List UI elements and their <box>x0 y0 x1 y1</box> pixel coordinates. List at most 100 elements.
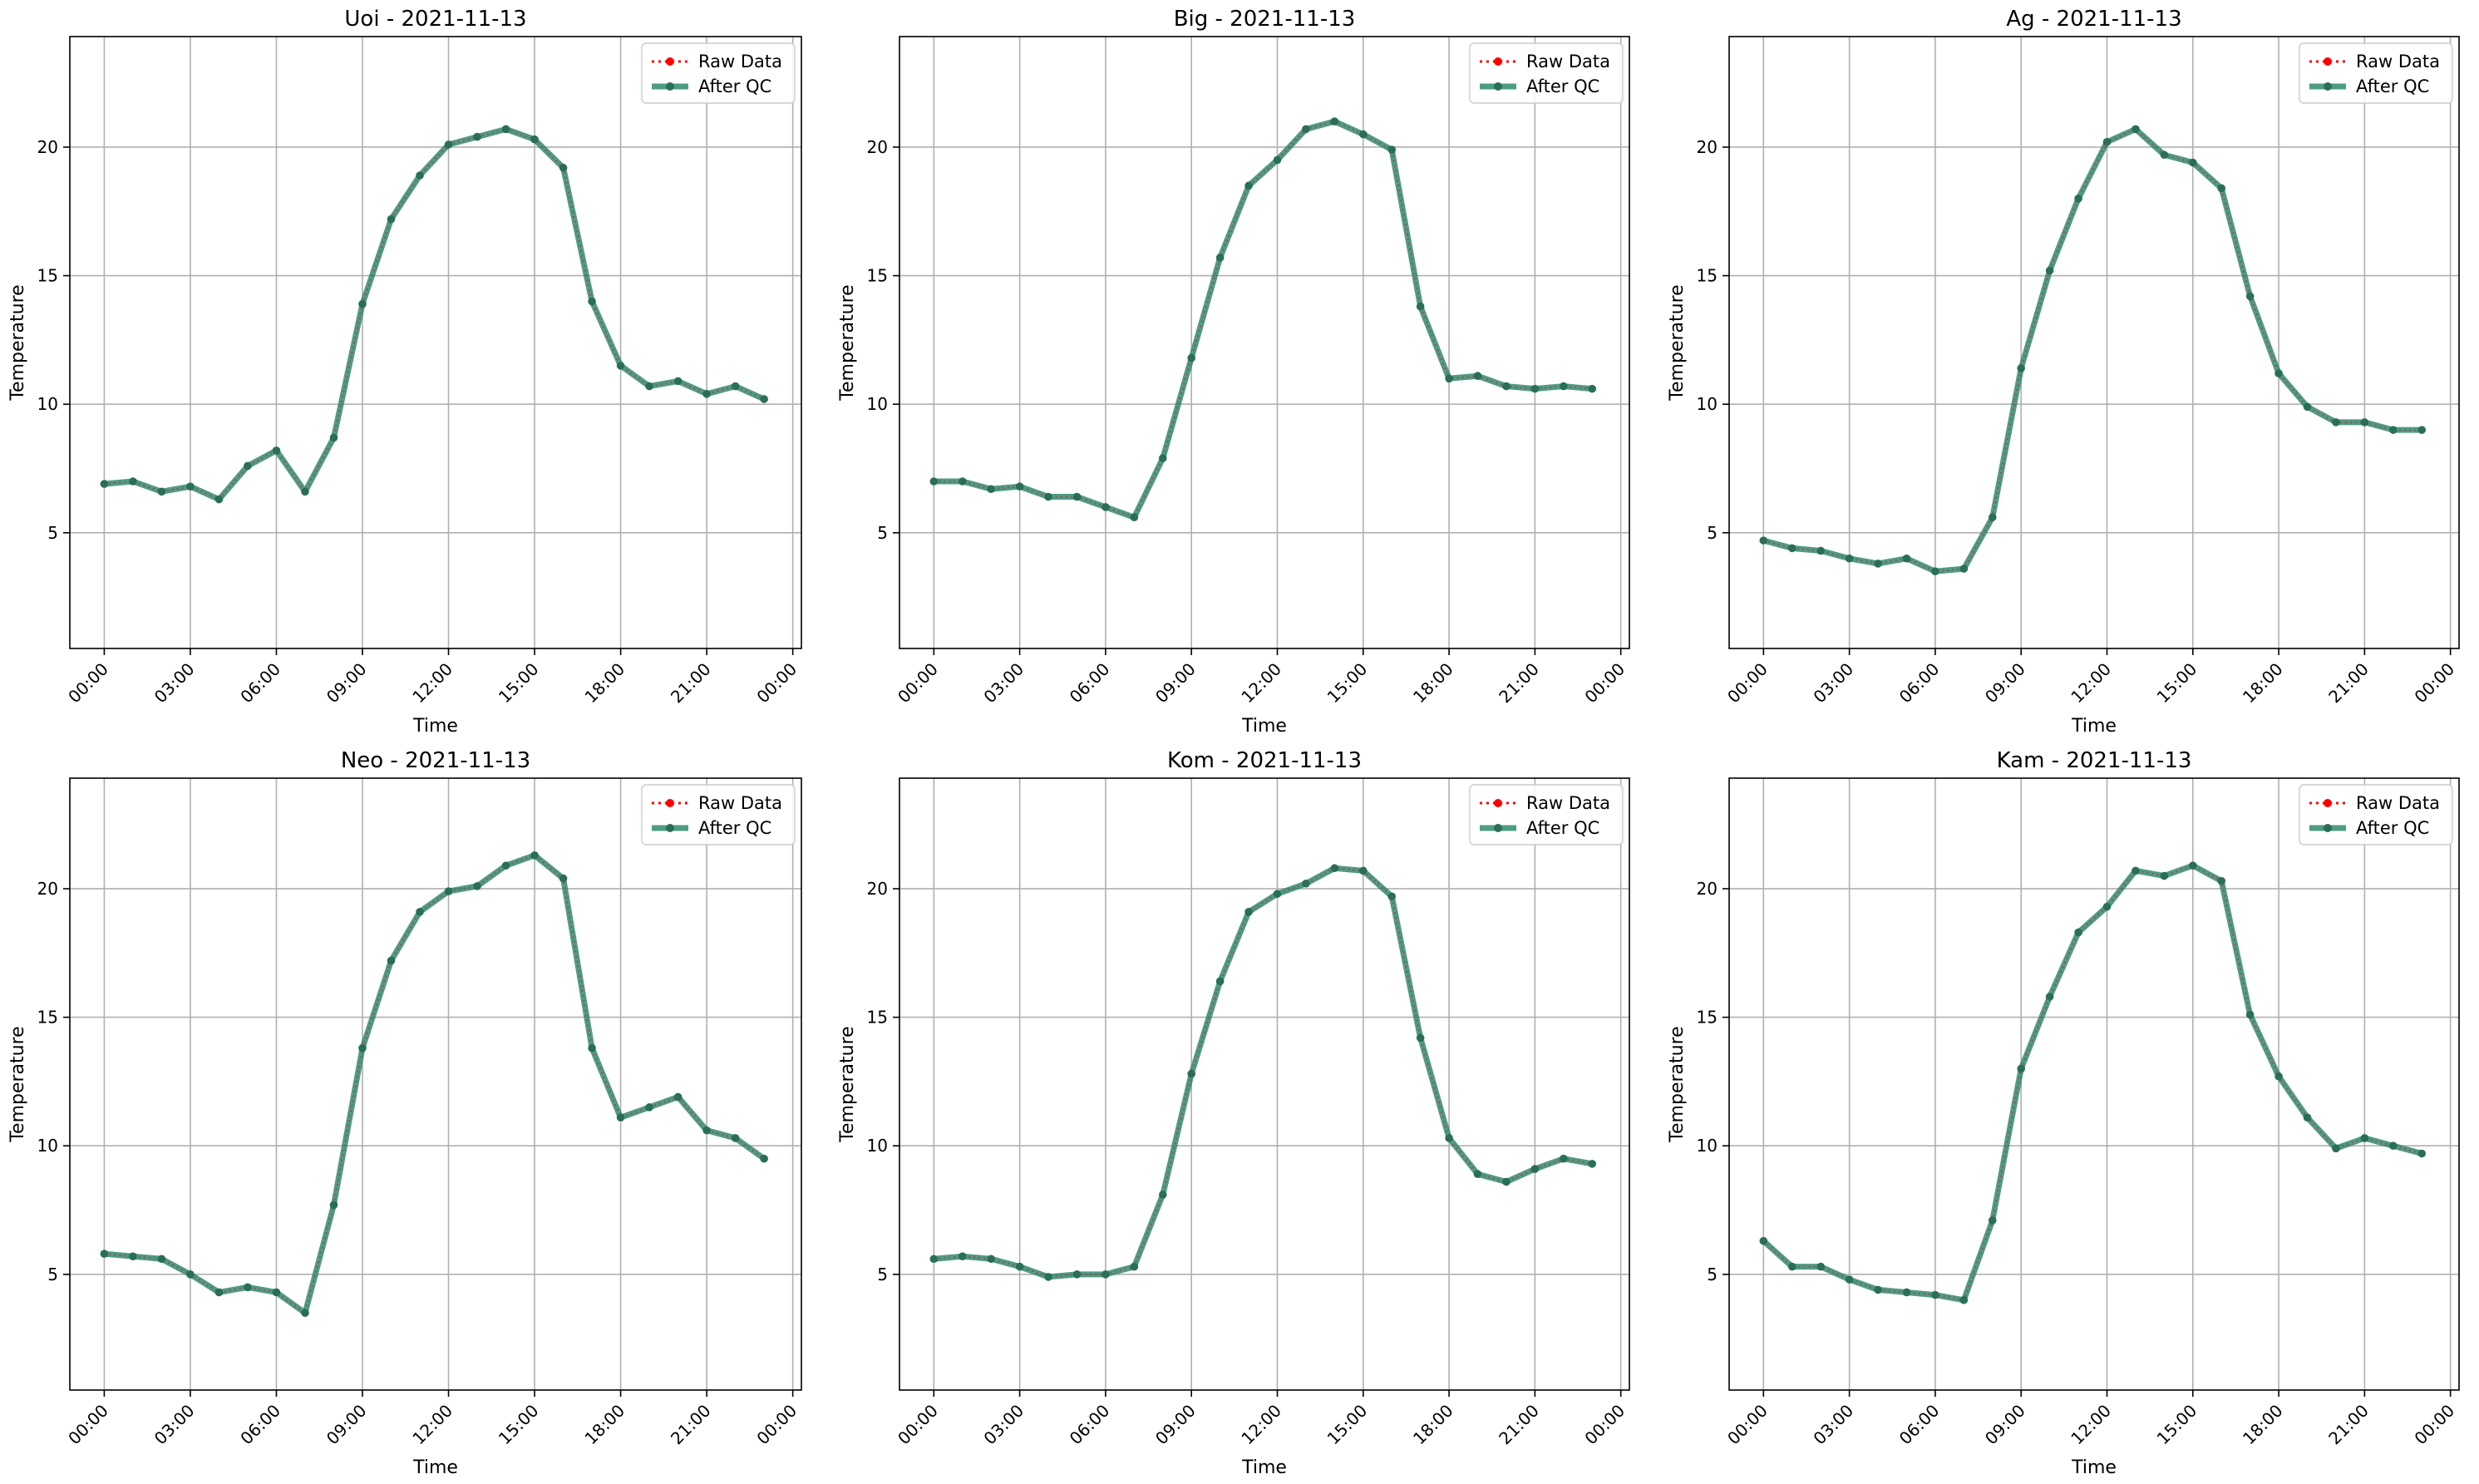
x-tick-label: 12:00 <box>408 659 456 707</box>
data-point-after-qc <box>214 495 224 504</box>
x-tick-label: 12:00 <box>2067 1401 2115 1449</box>
ticks: 00:00 03:00 06:00 09:00 12:00 15:00 18:00 21:00… <box>867 879 1629 1448</box>
data-point-after-qc <box>1816 546 1825 555</box>
grid <box>1729 778 2459 1390</box>
data-point-after-qc <box>1130 513 1139 522</box>
x-tick-label: 12:00 <box>2067 659 2115 707</box>
series-after-qc-line <box>930 865 1595 1280</box>
x-axis-label: Time <box>412 716 458 737</box>
x-tick-label: 00:00 <box>2410 659 2458 707</box>
series-raw-data-line <box>104 128 765 500</box>
data-point-after-qc <box>1187 1069 1195 1078</box>
data-point-after-qc <box>473 132 481 141</box>
data-point-after-qc <box>673 377 683 386</box>
data-point-after-qc <box>1588 384 1597 393</box>
data-point-after-qc <box>929 1255 939 1264</box>
data-point-after-qc <box>100 1250 109 1258</box>
data-point-after-qc <box>2389 1141 2398 1151</box>
data-point-after-qc <box>2332 1144 2340 1153</box>
data-point-after-qc <box>1358 130 1368 139</box>
legend-label-raw: Raw Data <box>698 52 782 71</box>
subplot-title: Uoi - 2021-11-13 <box>344 7 526 32</box>
data-point-after-qc <box>2160 150 2169 160</box>
legend-qc-marker <box>666 824 674 832</box>
data-point-after-qc <box>1416 1033 1425 1043</box>
data-point-after-qc <box>1759 1236 1768 1245</box>
data-point-after-qc <box>1959 565 1969 573</box>
data-point-after-qc <box>1845 554 1854 563</box>
legend: Raw Data After QC <box>641 42 796 104</box>
data-point-after-qc <box>2188 861 2197 870</box>
x-tick-label: 06:00 <box>236 659 284 707</box>
y-tick-label: 20 <box>1697 137 1718 157</box>
data-point-after-qc <box>588 1043 596 1053</box>
y-tick-label: 5 <box>877 523 888 543</box>
x-axis-label: Time <box>412 1457 458 1478</box>
data-point-after-qc <box>958 1252 967 1260</box>
data-point-after-qc <box>2017 1064 2025 1073</box>
y-tick-label: 10 <box>1697 394 1718 414</box>
x-tick-label: 09:00 <box>1151 659 1200 707</box>
data-point-after-qc <box>358 1043 367 1053</box>
data-point-after-qc <box>1988 1216 1997 1225</box>
data-point-after-qc <box>1845 1275 1854 1284</box>
subplot-title: Big - 2021-11-13 <box>1174 7 1356 32</box>
x-axis-label: Time <box>1241 716 1287 737</box>
x-tick-label: 12:00 <box>408 1401 456 1449</box>
data-point-after-qc <box>1530 384 1540 393</box>
data-point-after-qc <box>1931 1290 1939 1299</box>
x-tick-label: 06:00 <box>1066 1401 1114 1449</box>
legend-label-qc: After QC <box>698 818 771 838</box>
legend: Raw Data After QC <box>2299 784 2453 846</box>
data-point-after-qc <box>673 1092 683 1102</box>
data-point-after-qc <box>2417 426 2427 434</box>
data-point-after-qc <box>2132 866 2140 875</box>
data-point-after-qc <box>987 485 995 494</box>
x-tick-label: 15:00 <box>1323 659 1372 707</box>
data-point-after-qc <box>731 1134 740 1142</box>
series-raw-data-line <box>104 854 765 1315</box>
subplot-5: 00:00 03:00 06:00 09:00 12:00 15:00 18:00 21:00… <box>837 748 1630 1478</box>
data-point-after-qc <box>2074 928 2082 937</box>
data-point-after-qc <box>616 1113 625 1122</box>
series-after-qc-line <box>1760 126 2425 574</box>
x-tick-label: 09:00 <box>323 1401 371 1449</box>
axes-frame <box>899 777 1630 1391</box>
data-point-after-qc <box>559 163 568 172</box>
y-tick-label: 5 <box>47 523 58 543</box>
data-point-after-qc <box>444 887 453 895</box>
x-tick-label: 18:00 <box>1409 659 1457 707</box>
data-point-after-qc <box>186 1270 195 1279</box>
data-point-after-qc <box>329 1201 338 1210</box>
data-point-after-qc <box>929 477 939 486</box>
legend-label-raw: Raw Data <box>2356 793 2440 813</box>
data-point-after-qc <box>2360 418 2369 426</box>
data-point-after-qc <box>1044 492 1052 501</box>
x-tick-label: 00:00 <box>1723 1401 1772 1449</box>
legend-raw-marker <box>1494 799 1502 807</box>
data-point-after-qc <box>272 1288 281 1297</box>
data-point-after-qc <box>1072 492 1082 501</box>
x-tick-label: 09:00 <box>323 659 371 707</box>
data-point-after-qc <box>1102 503 1110 511</box>
data-point-after-qc <box>1015 1262 1024 1271</box>
y-tick-label: 20 <box>1697 879 1718 899</box>
data-point-after-qc <box>501 861 510 870</box>
ticks: 00:00 03:00 06:00 09:00 12:00 15:00 18:00 21:00… <box>37 137 801 707</box>
y-axis-label: Temperature <box>837 284 858 401</box>
x-tick-label: 12:00 <box>1237 659 1285 707</box>
data-point-after-qc <box>1215 254 1225 262</box>
data-point-after-qc <box>1560 382 1568 391</box>
data-point-after-qc <box>645 382 653 391</box>
y-axis-label: Temperature <box>7 284 28 401</box>
y-axis-label: Temperature <box>1667 284 1688 401</box>
data-point-after-qc <box>1560 1154 1568 1163</box>
x-tick-label: 00:00 <box>894 659 942 707</box>
x-tick-label: 00:00 <box>64 659 112 707</box>
legend-label-raw: Raw Data <box>1526 793 1610 813</box>
subplot-6: 00:00 03:00 06:00 09:00 12:00 15:00 18:00 21:00… <box>1667 748 2460 1478</box>
data-point-after-qc <box>473 882 481 890</box>
data-point-after-qc <box>1787 544 1796 553</box>
data-point-after-qc <box>301 1309 309 1318</box>
x-tick-label: 18:00 <box>2239 659 2287 707</box>
